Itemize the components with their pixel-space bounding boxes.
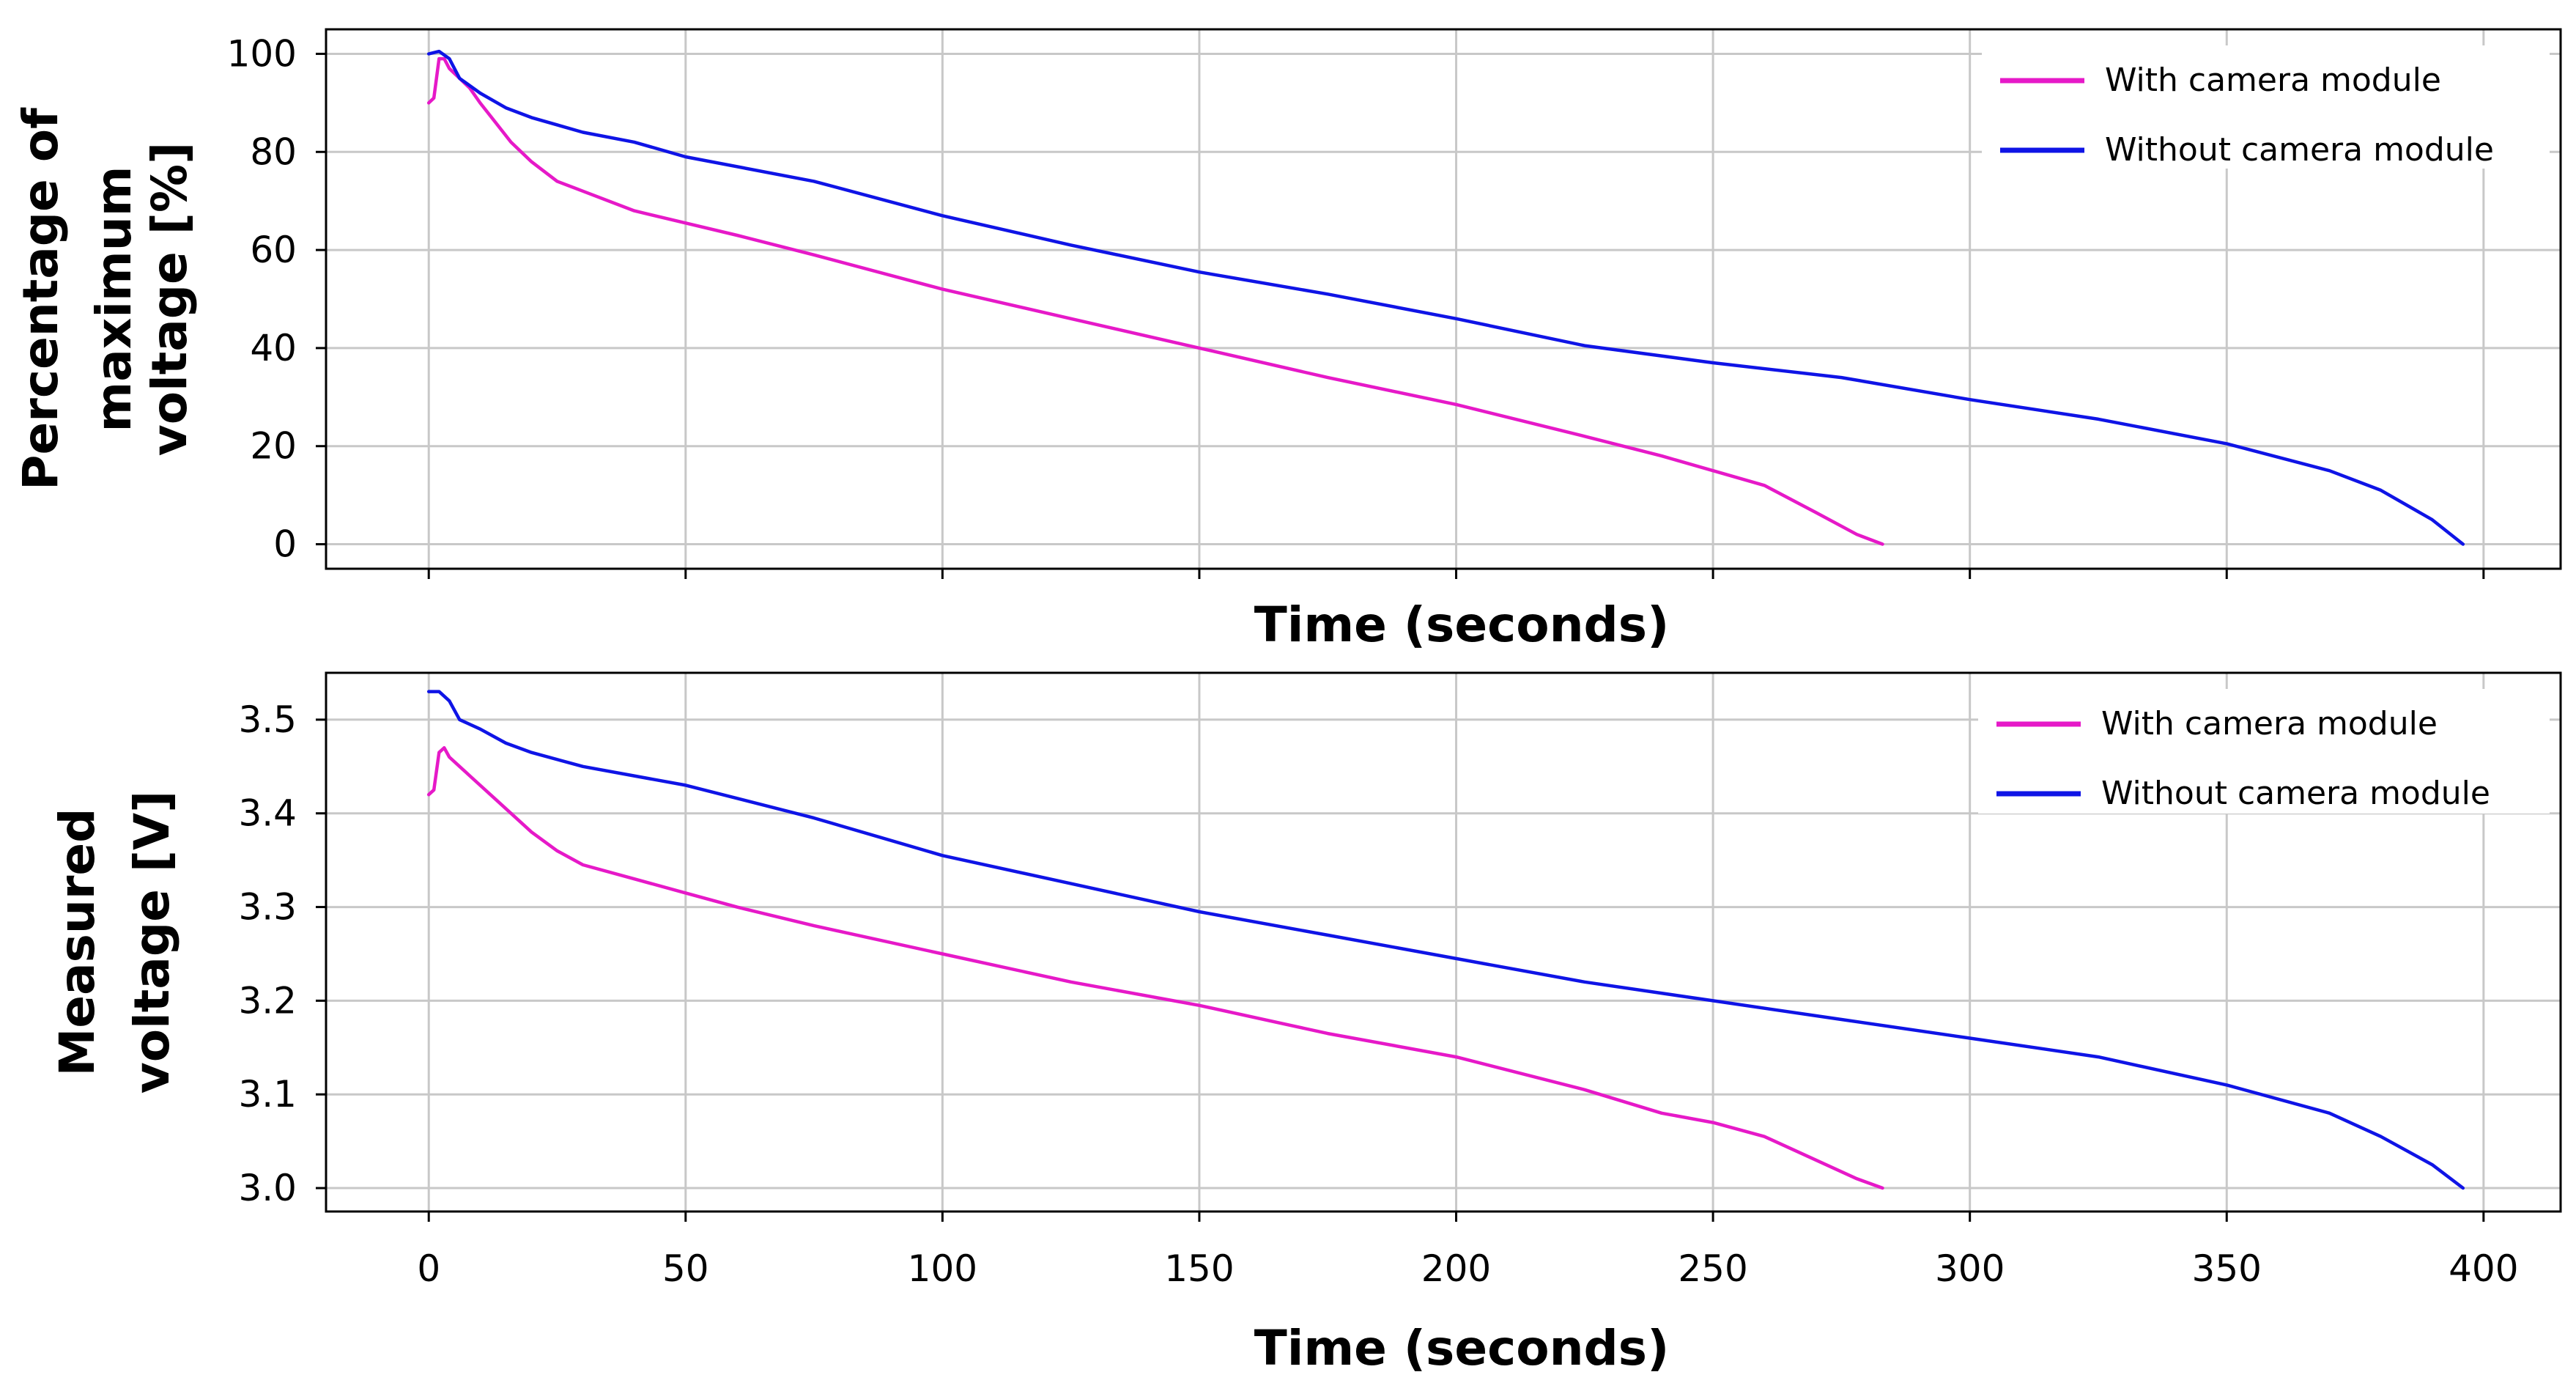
x-tick-label: 400 [2449,1247,2518,1290]
x-axis-title: Time (seconds) [1254,1320,1670,1376]
y-tick-label: 3.3 [238,886,297,929]
legend-without-camera-label: Without camera module [2101,775,2490,812]
y-tick-label: 3.1 [238,1073,297,1115]
y-tick-label: 80 [250,130,297,173]
y-axis-title-line: voltage [V] [124,791,180,1094]
x-tick-label: 0 [417,1247,440,1290]
bottom-chart-panel: 3.0 3.1 3.2 3.3 3.4 3.5 0 50 100 150 200 250 300 350 4… [49,671,2562,1376]
x-tick-label: 100 [908,1247,977,1290]
x-tick-label: 50 [662,1247,709,1290]
series-without-camera-line [426,690,2465,1190]
plot-frame [325,28,2562,570]
y-tick-label: 20 [250,425,297,468]
series-with-camera-line [426,746,1884,1190]
y-tick-label: 40 [250,327,297,369]
legend-with-camera-label: With camera module [2105,62,2441,99]
y-tick-label: 3.4 [238,792,297,835]
legend-with-camera-label: With camera module [2101,705,2438,742]
x-axis-title: Time (seconds) [1254,597,1670,653]
plot-frame [325,671,2562,1213]
y-tick-label: 0 [273,523,297,566]
y-tick-label: 3.5 [238,698,297,741]
legend-without-camera-label: Without camera module [2105,131,2494,169]
y-tick-label: 60 [250,229,297,271]
y-axis-title-line: Percentage of [12,107,69,490]
top-chart-panel: 0 20 40 60 80 100 Time (seconds) Percentage of m… [12,28,2562,653]
y-axis-title-line: Measured [49,808,106,1077]
y-tick-label: 100 [227,32,297,75]
series-with-camera-line [426,56,1884,546]
y-tick-label: 3.2 [238,979,297,1022]
x-tick-label: 350 [2192,1247,2262,1290]
y-axis-title-line: voltage [%] [141,142,198,457]
x-tick-label: 200 [1421,1247,1491,1290]
series-without-camera-line [426,49,2465,546]
x-tick-label: 300 [1935,1247,2005,1290]
y-axis-title-line: maximum [86,166,142,432]
x-tick-label: 150 [1164,1247,1234,1290]
y-tick-label: 3.0 [238,1167,297,1209]
x-tick-label: 250 [1678,1247,1747,1290]
